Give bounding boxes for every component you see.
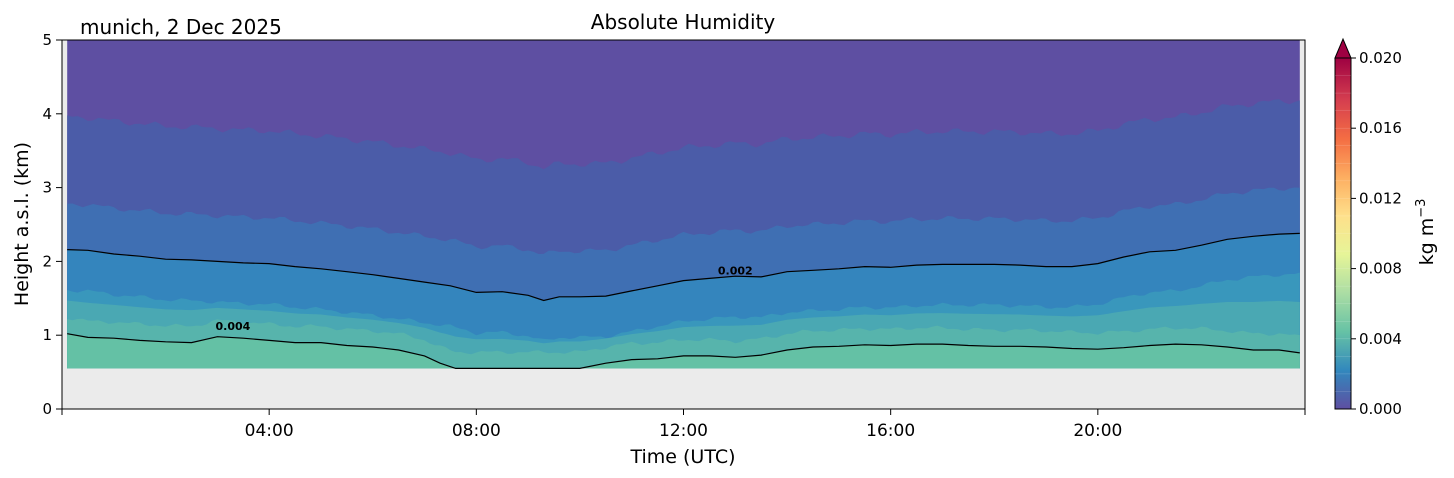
colorbar-ticks: 0.000 0.004 0.008 0.012 0.016 0.020 — [1335, 49, 1402, 418]
y-tick-label-5: 5 — [42, 31, 52, 49]
x-tick-label-0: 04:00 — [245, 421, 294, 441]
x-tick-label-1: 08:00 — [452, 421, 501, 441]
colorbar-label-unit: kg m — [1416, 218, 1438, 266]
contour-line-1 — [67, 333, 1300, 369]
colorbar-frame — [1334, 57, 1352, 410]
y-axis-label: Height a.s.l. (km) — [11, 142, 33, 306]
y-tick-label-0: 0 — [42, 400, 52, 418]
humidity-field — [67, 40, 1300, 369]
colorbar-tick-label-0: 0.000 — [1359, 400, 1402, 418]
contour-line-0 — [67, 232, 1300, 302]
colorbar-tick-label-3: 0.012 — [1359, 189, 1402, 207]
contour-lines: 0.002 0.004 — [67, 232, 1300, 369]
colorbar-tick-label-2: 0.008 — [1359, 260, 1402, 278]
colorbar-label-exponent: −3 — [1414, 199, 1429, 218]
colorbar-extend-arrow — [1334, 37, 1352, 59]
x-tick-label-2: 12:00 — [659, 421, 708, 441]
x-tick-label-3: 16:00 — [866, 421, 915, 441]
y-tick-label-2: 2 — [42, 252, 52, 270]
chart-subtitle: munich, 2 Dec 2025 — [80, 15, 282, 39]
chart-title: Absolute Humidity — [591, 10, 776, 34]
contour-label-1: 0.004 — [216, 320, 251, 333]
x-axis-label: Time (UTC) — [629, 446, 735, 468]
humidity-band-7 — [67, 333, 1300, 369]
colorbar: 0.000 0.004 0.008 0.012 0.016 0.020 kg m−3 — [1334, 37, 1438, 418]
contour-label-0: 0.002 — [718, 265, 753, 278]
colorbar-label: kg m−3 — [1414, 199, 1438, 266]
y-tick-label-3: 3 — [42, 179, 52, 197]
x-axis-ticks: 04:00 08:00 12:00 16:00 20:00 — [61, 409, 1306, 441]
colorbar-tick-label-5: 0.020 — [1359, 49, 1402, 67]
colorbar-tick-label-1: 0.004 — [1359, 330, 1402, 348]
colorbar-tick-label-4: 0.016 — [1359, 119, 1402, 137]
y-axis-ticks: 0 1 2 3 4 5 — [42, 31, 62, 418]
x-tick-label-4: 20:00 — [1073, 421, 1122, 441]
colorbar-gradient — [1335, 58, 1351, 409]
y-tick-label-4: 4 — [42, 105, 52, 123]
y-tick-label-1: 1 — [42, 326, 52, 344]
